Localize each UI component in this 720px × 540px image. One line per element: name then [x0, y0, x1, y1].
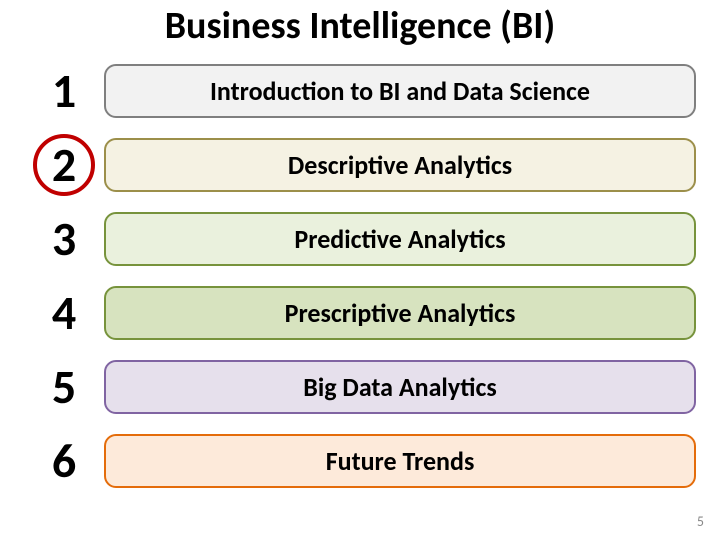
- item-number: 6: [52, 437, 76, 485]
- item-number-cell: 5: [24, 363, 104, 411]
- item-box: Prescriptive Analytics: [104, 286, 696, 340]
- item-number: 2: [52, 141, 76, 189]
- item-number: 1: [52, 67, 76, 115]
- highlight-circle: 2: [33, 134, 95, 196]
- list-item: 6 Future Trends: [24, 430, 696, 492]
- item-number-cell: 2: [24, 134, 104, 196]
- item-number-cell: 4: [24, 289, 104, 337]
- item-box: Introduction to BI and Data Science: [104, 64, 696, 118]
- item-box: Future Trends: [104, 434, 696, 488]
- list-item: 2 Descriptive Analytics: [24, 134, 696, 196]
- item-number-cell: 6: [24, 437, 104, 485]
- topic-list: 1 Introduction to BI and Data Science 2 Des…: [0, 60, 720, 492]
- list-item: 3 Predictive Analytics: [24, 208, 696, 270]
- list-item: 1 Introduction to BI and Data Science: [24, 60, 696, 122]
- slide-title: Business Intelligence (BI): [0, 0, 720, 48]
- item-number: 5: [52, 363, 76, 411]
- item-number: 3: [52, 215, 76, 263]
- list-item: 5 Big Data Analytics: [24, 356, 696, 418]
- item-box: Descriptive Analytics: [104, 138, 696, 192]
- item-box: Big Data Analytics: [104, 360, 696, 414]
- item-number: 4: [52, 289, 76, 337]
- item-number-cell: 3: [24, 215, 104, 263]
- page-number: 5: [697, 513, 704, 530]
- list-item: 4 Prescriptive Analytics: [24, 282, 696, 344]
- item-box: Predictive Analytics: [104, 212, 696, 266]
- item-number-cell: 1: [24, 67, 104, 115]
